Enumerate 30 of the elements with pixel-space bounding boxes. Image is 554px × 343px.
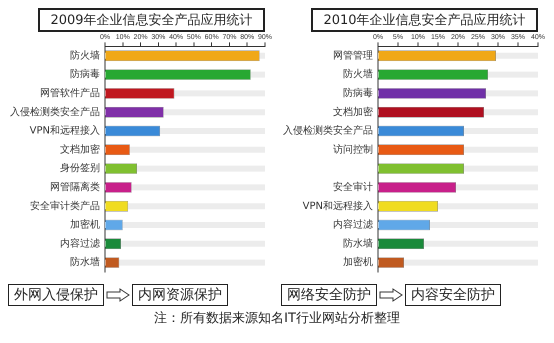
text: 内容安全防护 bbox=[405, 284, 501, 306]
y-tick-label: 网管管理 bbox=[333, 50, 373, 62]
y-tick-label: 防火墙 bbox=[70, 49, 100, 62]
y-tick-label: 网管隔离类 bbox=[50, 180, 100, 193]
y-tick-label: 身份签别 bbox=[60, 162, 100, 174]
y-tick-label: 安全审计类产品 bbox=[30, 200, 100, 212]
y-tick-label: 防水墙 bbox=[70, 256, 100, 268]
y-tick-label: VPN和远程接入 bbox=[30, 124, 100, 137]
y-tick-label: 防病毒 bbox=[70, 68, 100, 80]
chart-title: 2010年企业信息安全产品应用统计 bbox=[311, 8, 538, 32]
y-tick-label: 网管软件产品 bbox=[40, 86, 100, 99]
y-tick-label: 文档加密 bbox=[333, 106, 373, 118]
text: 内网资源保护 bbox=[132, 284, 228, 306]
text: 外网入侵保护 bbox=[8, 284, 104, 306]
text: 网络安全防护 bbox=[281, 284, 377, 306]
text: 注：所有数据来源知名IT行业网站分析整理 bbox=[153, 310, 401, 327]
y-tick-label: 防火墙 bbox=[343, 68, 373, 80]
y-tick-label: 文档加密 bbox=[60, 143, 100, 156]
y-tick-label: VPN和远程接入 bbox=[302, 200, 373, 212]
y-tick-label: 内容过滤 bbox=[60, 237, 100, 250]
y-tick-label: 安全审计 bbox=[333, 180, 373, 193]
y-tick-label: 加密机 bbox=[343, 256, 373, 268]
y-tick-label: 访问控制 bbox=[333, 143, 373, 156]
y-tick-label: 入侵检测类安全产品 bbox=[283, 124, 373, 137]
y-tick-label: 入侵检测类安全产品 bbox=[10, 106, 100, 118]
y-tick-label: 内容过滤 bbox=[333, 218, 373, 231]
y-tick-label: 防水墙 bbox=[343, 237, 373, 250]
chart-title: 2009年企业信息安全产品应用统计 bbox=[38, 8, 265, 32]
y-tick-label: 防病毒 bbox=[343, 86, 373, 99]
y-tick-label: 加密机 bbox=[70, 218, 100, 231]
